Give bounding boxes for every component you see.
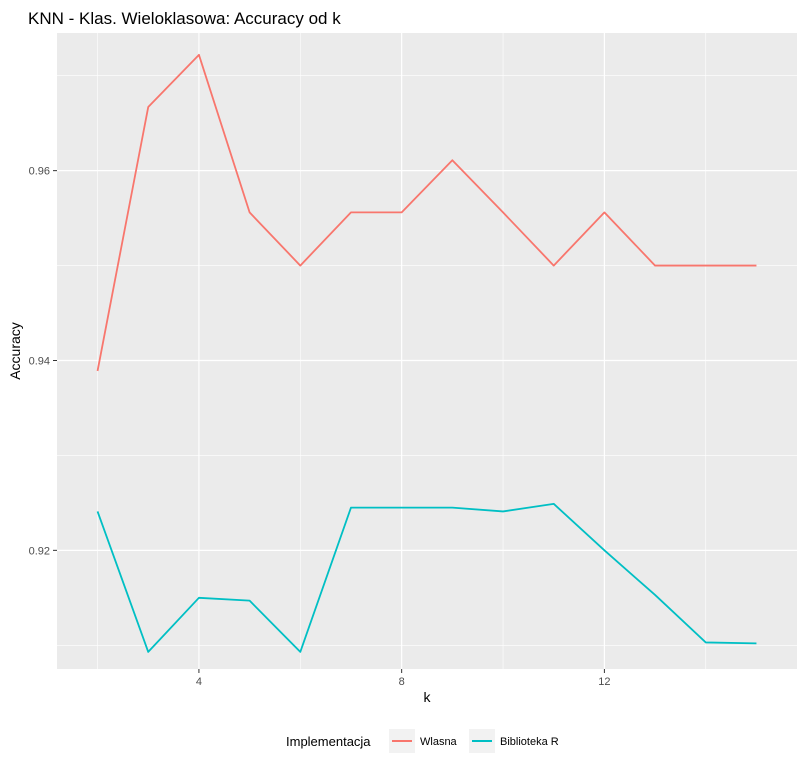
series-line-wlasna xyxy=(96,53,757,372)
chart-title: KNN - Klas. Wieloklasowa: Accuracy od k xyxy=(28,9,341,28)
y-tick-label: 0.96 xyxy=(29,166,50,178)
legend-label-wlasna: Wlasna xyxy=(420,736,458,748)
legend-label-biblioteka-r: Biblioteka R xyxy=(500,736,559,748)
plot-panel xyxy=(57,33,797,669)
x-tick-label: 4 xyxy=(196,676,202,688)
legend: Implementacja Wlasna Biblioteka R xyxy=(286,729,559,753)
grid-layer xyxy=(57,33,797,669)
tick-layer: 4 8 12 0.92 0.94 0.96 xyxy=(29,166,611,688)
x-tick-label: 12 xyxy=(598,676,610,688)
series-line-biblioteka-r xyxy=(96,502,757,653)
y-tick-label: 0.92 xyxy=(29,545,50,557)
legend-title: Implementacja xyxy=(286,734,371,749)
x-tick-label: 8 xyxy=(399,676,405,688)
y-axis-title: Accuracy xyxy=(7,322,23,380)
x-axis-title: k xyxy=(424,689,432,705)
y-tick-label: 0.94 xyxy=(29,355,50,367)
series-layer xyxy=(96,53,757,653)
